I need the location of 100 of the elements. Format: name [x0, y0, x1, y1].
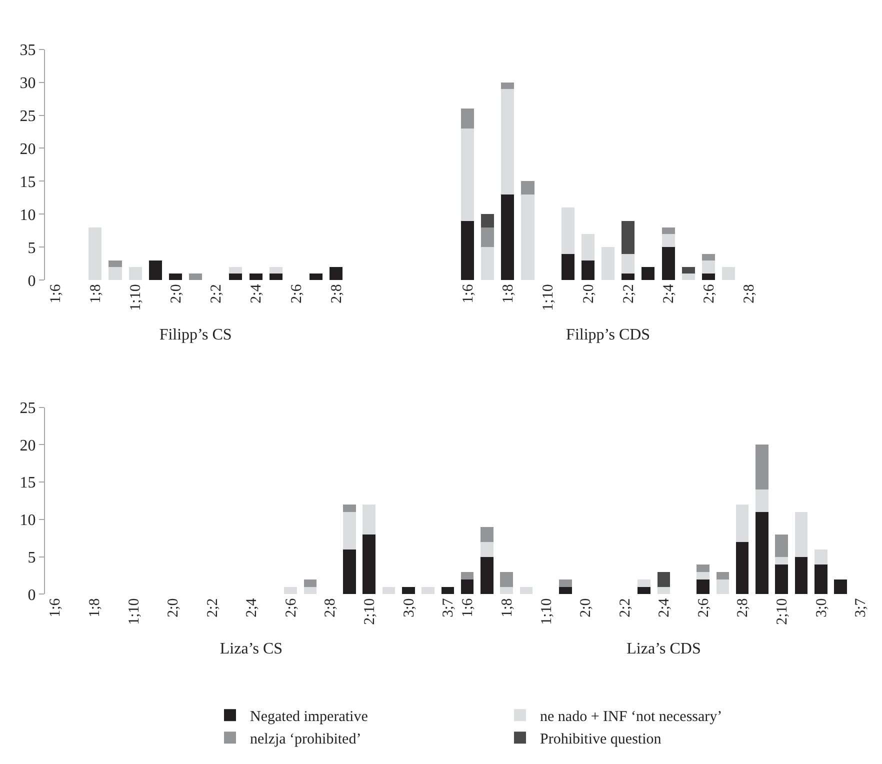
- bar: [229, 274, 242, 280]
- bar: [461, 108, 474, 128]
- x-tick-label: 1;6: [460, 284, 476, 304]
- bar: [682, 266, 695, 274]
- bar: [716, 579, 730, 594]
- bar: [736, 504, 749, 542]
- bar: [657, 572, 670, 587]
- bar: [461, 220, 474, 280]
- x-tick-label: 1;6: [48, 284, 64, 304]
- bar: [775, 564, 788, 594]
- bar: [168, 274, 182, 280]
- legend-label: ne nado + INF ‘not necessary’: [540, 709, 722, 726]
- bar: [382, 586, 396, 594]
- bar: [284, 586, 297, 594]
- y-tick-label: 0: [28, 586, 36, 604]
- x-tick-label: 2;6: [283, 598, 300, 618]
- bar: [441, 586, 454, 594]
- bar: [480, 556, 494, 594]
- bar: [702, 254, 715, 260]
- bar: [520, 586, 533, 594]
- bar: [343, 512, 356, 550]
- x-axis-title: Liza’s CDS: [626, 640, 701, 658]
- bar: [775, 556, 788, 564]
- legend-label: nelzja ‘prohibited’: [250, 732, 362, 748]
- bar: [481, 247, 494, 280]
- y-tick-label: 25: [20, 400, 36, 417]
- bar: [304, 579, 317, 587]
- y-tick-label: 10: [20, 206, 36, 224]
- y-tick-label: 25: [20, 108, 36, 125]
- bar: [702, 260, 715, 274]
- x-tick-label: 3;0: [814, 598, 830, 618]
- x-tick-label: 2;10: [774, 598, 790, 625]
- bar: [756, 444, 768, 490]
- x-axis-title: Liza’s CS: [220, 640, 283, 658]
- bar: [642, 266, 655, 280]
- y-tick-label: 5: [28, 240, 36, 257]
- bar: [362, 504, 376, 534]
- bar: [814, 564, 828, 594]
- bar: [559, 586, 572, 594]
- bar: [722, 266, 736, 280]
- bar: [422, 586, 434, 594]
- x-tick-label: 1;8: [88, 284, 104, 304]
- bar: [501, 88, 514, 194]
- bar: [309, 274, 323, 280]
- bar: [702, 274, 715, 280]
- y-tick-label: 10: [20, 512, 36, 530]
- x-tick-label: 2;2: [621, 284, 638, 304]
- x-tick-label: 2;4: [661, 284, 678, 304]
- bar: [249, 274, 262, 280]
- x-tick-label: 2;8: [328, 284, 345, 304]
- bar: [696, 579, 710, 594]
- x-tick-label: 1;10: [126, 598, 142, 625]
- bar: [662, 227, 675, 234]
- bar: [500, 572, 513, 587]
- x-tick-label: 2;8: [741, 284, 758, 304]
- bar: [682, 274, 695, 280]
- x-tick-label: 2;2: [204, 598, 221, 618]
- x-tick-label: 2;6: [701, 284, 718, 304]
- x-tick-label: 2;8: [322, 598, 339, 618]
- bar: [521, 181, 534, 194]
- y-tick-label: 5: [28, 549, 36, 566]
- bar: [662, 247, 675, 280]
- bar: [736, 542, 749, 594]
- y-tick-label: 20: [20, 140, 36, 158]
- bar: [581, 234, 595, 260]
- x-tick-label: 3;7: [440, 598, 457, 618]
- bar: [460, 579, 474, 594]
- bar: [622, 254, 635, 274]
- x-tick-label: 3;0: [401, 598, 418, 618]
- bar: [794, 556, 808, 594]
- bar: [189, 274, 202, 280]
- bar: [638, 586, 650, 594]
- bar: [696, 572, 710, 580]
- bar: [362, 534, 376, 594]
- bar: [460, 572, 474, 580]
- legend-label: Prohibitive question: [540, 732, 662, 748]
- x-tick-label: 1;10: [538, 598, 555, 625]
- x-tick-label: 2;4: [244, 598, 260, 618]
- bar: [304, 586, 317, 594]
- bar: [343, 504, 356, 512]
- bar: [269, 274, 282, 280]
- bar: [88, 227, 102, 280]
- bar: [229, 266, 242, 274]
- bar: [481, 214, 494, 228]
- legend-label: Negated imperative: [250, 709, 368, 726]
- bar: [716, 572, 730, 580]
- bar: [269, 266, 282, 274]
- bar: [461, 128, 474, 221]
- bar: [500, 586, 513, 594]
- bar: [108, 260, 122, 267]
- x-tick-label: 2;2: [208, 284, 225, 304]
- bar: [657, 586, 670, 594]
- y-tick-label: 35: [20, 42, 36, 59]
- x-tick-label: 2;8: [735, 598, 752, 618]
- bar: [559, 579, 572, 587]
- x-tick-label: 1;8: [86, 598, 103, 618]
- bar: [561, 208, 574, 254]
- bar: [775, 534, 788, 557]
- x-tick-label: 2;10: [362, 598, 378, 625]
- bar: [330, 266, 343, 280]
